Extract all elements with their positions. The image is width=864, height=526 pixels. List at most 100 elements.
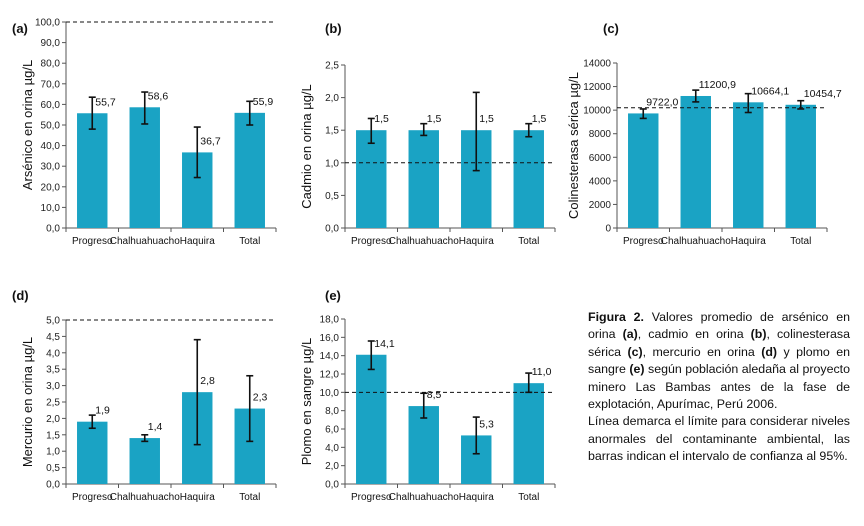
y-tick-label: 5,0 [46,316,60,327]
x-tick-label: Chalhuahuacho [110,236,180,247]
caption-ref-b: (b) [750,327,767,342]
chart-c: (c) Colinesterasa sérica µg/L 0 2000 4000 600… [566,21,842,247]
bar [77,421,108,484]
y-tick-label: 4,0 [325,443,339,454]
x-tick-label: Progreso [72,236,113,247]
x-tick-label: Haquira [180,492,215,503]
caption-text-4: , mercurio en orina [642,344,762,359]
y-tick-label: 12,0 [320,370,340,381]
y-tick-label: 8,0 [325,406,339,417]
y-tick-label: 18,0 [320,315,340,326]
bar [513,130,544,228]
y-tick-label: 6000 [589,153,612,164]
y-tick-label: 2,0 [46,414,60,425]
x-tick-label: Chalhuahuacho [389,492,459,503]
data-label: 55,9 [253,96,274,108]
y-tick-label: 6,0 [325,425,339,436]
caption-text-6: según población aledaña al proyecto mine… [588,362,850,412]
y-tick-label: 4,5 [46,332,60,343]
y-axis-label: Plomo en sangre µg/L [299,338,314,465]
y-tick-label: 100,0 [35,18,60,29]
x-tick-label: Total [518,492,539,503]
data-label: 9722,0 [646,96,678,108]
y-tick-label: 2,5 [325,61,339,72]
y-tick-label: 0,5 [46,463,60,474]
bar [785,104,816,228]
y-tick-label: 30,0 [41,162,61,173]
caption-text-3: , colinesterasa sérica [588,327,850,359]
y-tick-label: 4,0 [46,348,60,359]
x-tick-label: Total [239,492,260,503]
x-tick-label: Progreso [72,492,113,503]
y-tick-label: 0,0 [325,480,339,491]
data-label: 11,0 [532,366,552,378]
caption-ref-d: (d) [761,344,778,359]
data-label: 11200,9 [699,79,736,91]
y-tick-label: 50,0 [41,121,61,132]
y-tick-label: 2,0 [325,93,339,104]
x-tick-label: Progreso [623,236,664,247]
y-tick-label: 20,0 [41,182,61,193]
x-tick-label: Chalhuahuacho [661,236,731,247]
data-label: 8,5 [427,389,442,401]
caption-text-2: , cadmio en orina [637,327,751,342]
x-tick-label: Total [518,236,539,247]
bar [513,383,544,484]
x-tick-label: Haquira [459,492,494,503]
x-tick-label: Progreso [351,236,392,247]
caption-main: Figura 2. Valores promedio de arsénico e… [588,309,850,413]
x-tick-label: Progreso [351,492,392,503]
data-label: 58,6 [148,90,169,102]
caption-ref-c: (c) [627,344,643,359]
data-label: 1,9 [95,405,110,417]
data-label: 14,1 [374,338,395,350]
y-tick-label: 0 [605,224,611,235]
y-tick-label: 10000 [583,106,611,117]
y-tick-label: 10,0 [320,388,340,399]
y-tick-label: 90,0 [41,38,61,49]
bar [408,406,439,484]
bar [408,130,439,228]
chart-b: (b) Cadmio en orina µg/L 0,0 0,5 1,0 1,5 2,0 2,… [299,21,556,247]
bar [680,95,711,228]
y-tick-label: 8000 [589,129,612,140]
bar [356,354,387,484]
y-tick-label: 1,0 [325,158,339,169]
data-label: 1,5 [532,113,547,125]
y-tick-label: 16,0 [320,333,340,344]
data-label: 36,7 [200,135,221,147]
y-tick-label: 0,0 [46,480,60,491]
y-tick-label: 14000 [583,59,611,70]
y-tick-label: 2,5 [46,398,60,409]
bar [628,113,659,228]
data-label: 55,7 [95,96,116,108]
y-axis-label: Cadmio en orina µg/L [299,84,314,209]
data-label: 1,4 [148,421,163,433]
y-tick-label: 3,5 [46,365,60,376]
data-label: 10454,7 [804,88,842,100]
x-tick-label: Chalhuahuacho [110,492,180,503]
caption-title: Figura 2. [588,310,644,324]
x-tick-label: Chalhuahuacho [389,236,459,247]
y-tick-label: 80,0 [41,59,61,70]
data-label: 1,5 [427,113,442,125]
data-label: 1,5 [479,113,494,125]
y-tick-label: 2000 [589,200,612,211]
chart-e: (e) Plomo en sangre µg/L 0,0 2,0 4,0 6,0 8,0 10… [299,288,556,503]
bar [129,107,160,228]
panel-label: (e) [325,288,341,303]
y-tick-label: 4000 [589,176,612,187]
chart-d: (d) Mercurio en orina µg/L 0,0 0,5 1,0 1,5 2,0… [12,288,277,503]
y-tick-label: 1,5 [46,430,60,441]
data-label: 5,3 [479,418,494,430]
y-tick-label: 10,0 [41,203,61,214]
x-tick-label: Total [790,236,811,247]
bar [356,130,387,228]
caption-ref-a: (a) [622,327,638,342]
bar [77,113,108,228]
bar [733,102,764,228]
y-tick-label: 40,0 [41,141,61,152]
caption-text-1: Valores promedio de arsénico en orina [588,310,851,342]
y-tick-label: 14,0 [320,351,340,362]
y-tick-label: 70,0 [41,79,61,90]
